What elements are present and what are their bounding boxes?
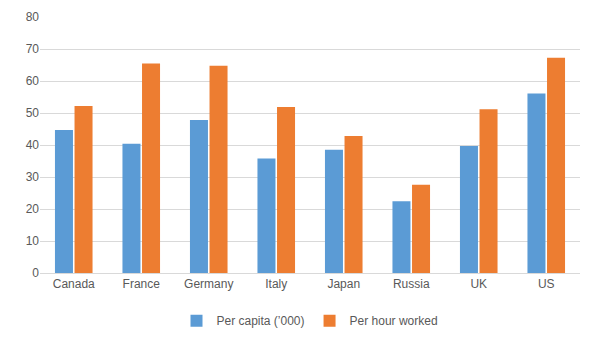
svg-text:Japan: Japan <box>327 277 360 291</box>
svg-text:Per capita (’000): Per capita (’000) <box>217 314 305 328</box>
svg-text:Per hour worked: Per hour worked <box>350 314 438 328</box>
svg-text:40: 40 <box>26 138 40 152</box>
svg-text:50: 50 <box>26 106 40 120</box>
svg-text:Russia: Russia <box>393 277 430 291</box>
svg-text:France: France <box>123 277 161 291</box>
svg-text:Germany: Germany <box>184 277 233 291</box>
svg-text:Italy: Italy <box>265 277 287 291</box>
svg-text:US: US <box>538 277 555 291</box>
svg-text:70: 70 <box>26 42 40 56</box>
svg-text:60: 60 <box>26 74 40 88</box>
svg-text:80: 80 <box>26 10 40 24</box>
svg-text:10: 10 <box>26 234 40 248</box>
svg-text:30: 30 <box>26 170 40 184</box>
svg-text:UK: UK <box>470 277 487 291</box>
svg-text:Canada: Canada <box>53 277 95 291</box>
svg-text:0: 0 <box>32 266 39 280</box>
svg-text:20: 20 <box>26 202 40 216</box>
